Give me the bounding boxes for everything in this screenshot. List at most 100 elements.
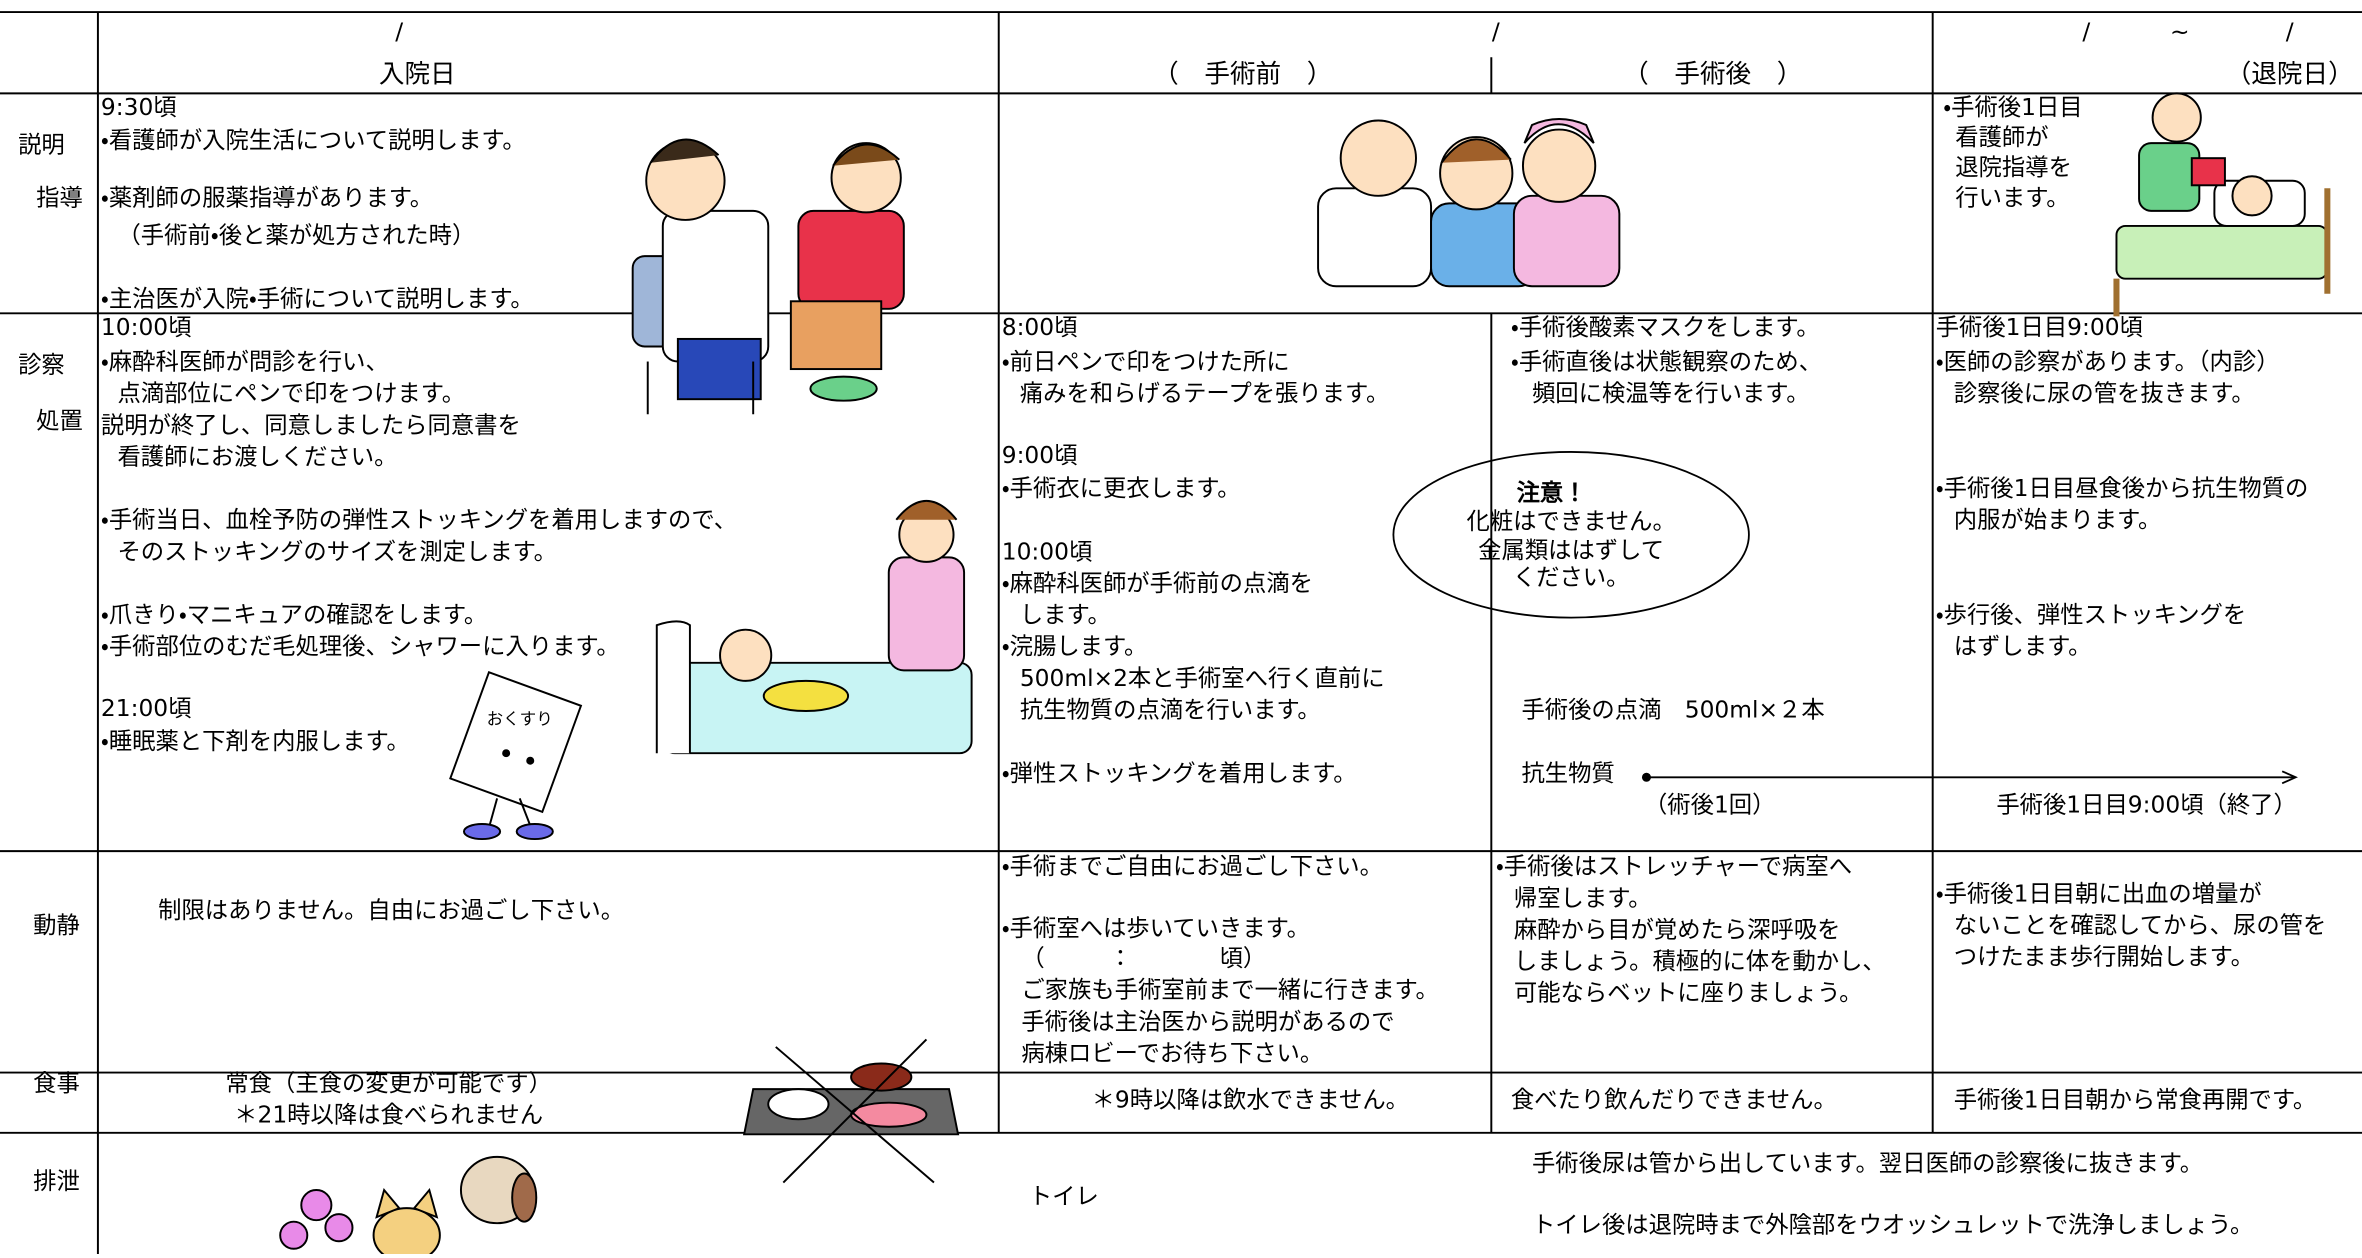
cell-text: 内服が始まります。 (1954, 506, 2162, 534)
cell-text: ＊21時以降は食べられません (234, 1101, 543, 1129)
illustration-discharge (2113, 92, 2331, 317)
table-grid (0, 11, 2362, 1255)
cell-text: そのストッキングのサイズを測定します。 (117, 537, 557, 565)
illustration-nurse-bed (655, 499, 973, 755)
cell-text: ・手術までご自由にお過ごし下さい。 (1002, 852, 1383, 880)
cell-text: 痛みを和らげるテープを張ります。 (1020, 379, 1390, 407)
cell-text: 病棟ロビーでお待ち下さい。 (1021, 1039, 1323, 1067)
header-slash: / (2082, 18, 2090, 46)
cell-text: ・手術後はストレッチャーで病室へ (1496, 852, 1852, 880)
note-text: 金属類ははずして (1478, 536, 1664, 564)
row-label: 動静 (33, 911, 80, 939)
cell-text: しましょう。積極的に体を動かし、 (1514, 947, 1886, 975)
cell-text: ・薬剤師の服薬指導があります。 (101, 183, 433, 211)
cell-text: ＊9時以降は飲水できません。 (1092, 1086, 1409, 1114)
cell-text: ・主治医が入院・手術について説明します。 (101, 284, 534, 312)
cell-text: 看護師が (1955, 123, 2048, 151)
cell-text: 常食（主食の変更が可能です） (225, 1069, 552, 1097)
cell-text: ・医師の診察があります。（内診） (1936, 348, 2280, 376)
cell-text: します。 (1020, 601, 1111, 629)
cell-text: ・手術後1日目 (1943, 93, 2082, 121)
header-cell: （ 手術後 ） (1623, 59, 1802, 89)
row-label: 指導 (36, 183, 83, 211)
cell-text: 21:00頃 (101, 694, 192, 722)
row-label: 食事 (33, 1069, 80, 1097)
cell-text: ・爪きり・マニキュアの確認をします。 (101, 601, 487, 629)
cell-text: （術後1回） (1644, 790, 1775, 818)
cell-text: 食べたり飲んだりできません。 (1511, 1086, 1837, 1114)
cell-text: 9:00頃 (1002, 441, 1078, 469)
row-label: 診察 (18, 351, 65, 379)
cell-text: 10:00頃 (101, 313, 192, 341)
cell-text: ・手術直後は状態観察のため、 (1511, 348, 1822, 376)
illustration-staff-group (1317, 118, 1621, 288)
cell-text: 制限はありません。自由にお過ごし下さい。 (158, 896, 624, 924)
cell-text: ・手術衣に更衣します。 (1002, 474, 1241, 502)
cell-text: ・弾性ストッキングを着用します。 (1002, 759, 1357, 787)
illustration-doctor-patient (631, 138, 905, 415)
cell-text: つけたまま歩行開始します。 (1954, 943, 2254, 971)
cell-text: （ ： 頃） (1021, 944, 1266, 972)
cell-text: 手術後尿は管から出しています。翌日医師の診察後に抜きます。 (1532, 1149, 2203, 1177)
cell-text: 手術後は主治医から説明があるので (1021, 1007, 1394, 1035)
header-cell: 入院日 (379, 59, 456, 89)
row-label: 説明 (18, 131, 65, 159)
cell-text: ・手術室へは歩いていきます。 (1002, 914, 1310, 942)
cell-text: ・睡眠薬と下剤を内服します。 (101, 727, 410, 755)
cell-text: 500ml×2本と手術室へ行く直前に (1020, 664, 1385, 692)
cell-text: ・手術部位のむだ毛処理後、シャワーに入ります。 (101, 632, 620, 660)
arrow-head (2281, 770, 2298, 785)
illustration-food-tray (742, 1038, 960, 1184)
cell-text: 可能ならベットに座りましょう。 (1514, 979, 1863, 1007)
cell-text: 退院指導を (1955, 153, 2072, 181)
cell-text: トイレ (1029, 1182, 1099, 1210)
note-text: ください。 (1513, 563, 1630, 591)
header-slash: / (1492, 18, 1500, 46)
cell-text: 看護師にお渡しください。 (117, 442, 397, 470)
cell-text: ・手術後1日目朝に出血の増量が (1936, 879, 2262, 907)
cell-text: ないことを確認してから、尿の管を (1954, 911, 2327, 939)
cell-text: ・前日ペンで印をつけた所に (1002, 348, 1290, 376)
cell-text: 抗生物質 (1521, 759, 1614, 787)
cell-text: ・手術当日、血栓予防の弾性ストッキングを着用しますので、 (101, 506, 737, 534)
cell-text: 8:00頃 (1002, 313, 1078, 341)
cell-text: 点滴部位にペンで印をつけます。 (117, 379, 465, 407)
header-slash: ~ (2170, 18, 2190, 46)
cell-text: 9:30頃 (101, 93, 177, 121)
cell-text: 抗生物質の点滴を行います。 (1020, 696, 1321, 724)
cell-text: ・看護師が入院生活について説明します。 (101, 126, 526, 154)
cell-text: 手術後の点滴 500ml×２本 (1521, 696, 1824, 724)
cell-text: ・手術後酸素マスクをします。 (1511, 313, 1820, 341)
cell-text: 手術後1日目9:00頃（終了） (1996, 790, 2297, 818)
cell-text: 麻酔から目が覚めたら深呼吸を (1514, 915, 1841, 943)
cell-text: ・麻酔科医師が問診を行い、 (101, 348, 389, 376)
cell-text: 頻回に検温等を行います。 (1532, 379, 1810, 407)
header-cell: （ 手術前 ） (1153, 59, 1332, 89)
illustration-medicine-sign (449, 671, 583, 841)
cell-text: 行います。 (1955, 183, 2069, 211)
cell-text: トイレ後は退院時まで外陰部をウオッシュレットで洗浄しましょう。 (1532, 1211, 2253, 1239)
illustration-animals (279, 1155, 538, 1258)
cell-text: ・歩行後、弾性ストッキングを (1936, 601, 2247, 629)
sign-text: おくすり (487, 710, 553, 729)
header-cell: （退院日） (2226, 59, 2354, 89)
note-title: 注意！ (1517, 479, 1587, 507)
note-bubble (1392, 451, 1750, 619)
cell-text: 手術後1日目9:00頃 (1936, 313, 2143, 341)
cell-text: 帰室します。 (1514, 884, 1652, 912)
cell-text: 診察後に尿の管を抜きます。 (1954, 379, 2255, 407)
cell-text: ・麻酔科医師が手術前の点滴を (1002, 569, 1313, 597)
cell-text: ご家族も手術室前まで一緒に行きます。 (1021, 976, 1439, 1004)
note-text: 化粧はできません。 (1467, 507, 1676, 535)
cell-text: ・浣腸します。 (1002, 632, 1148, 660)
cell-text: ・手術後1日目昼食後から抗生物質の (1936, 474, 2309, 502)
cell-text: 10:00頃 (1002, 537, 1093, 565)
header-slash: / (2286, 18, 2294, 46)
cell-text: （手術前・後と薬が処方された時） (117, 221, 475, 249)
row-label: 排泄 (33, 1167, 80, 1195)
row-label: 処置 (36, 406, 83, 434)
header-slash: / (395, 18, 403, 46)
cell-text: はずします。 (1954, 632, 2092, 660)
